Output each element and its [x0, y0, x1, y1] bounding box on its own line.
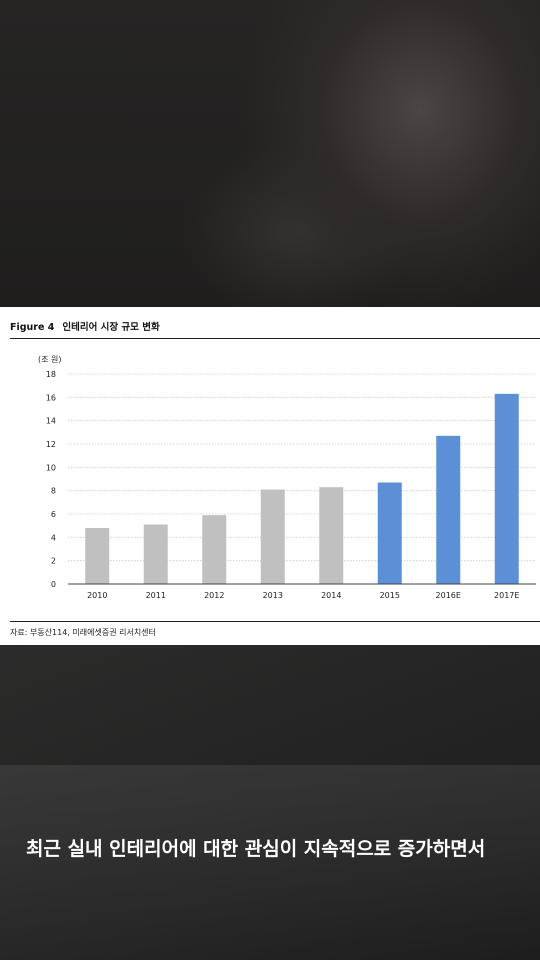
- x-tick-label: 2014: [321, 591, 341, 600]
- bar-2011: [143, 524, 168, 584]
- bar-2017E: [494, 393, 519, 584]
- y-axis-ticks: 0 2 4 6 8 10 12 14 16 18: [46, 370, 56, 589]
- y-axis-label: (조 원): [38, 355, 62, 364]
- chart-panel: Figure 4 인테리어 시장 규모 변화 (조 원) 0 2 4 6 8 10 12 14 1…: [0, 307, 540, 645]
- x-tick-label: 2010: [87, 591, 107, 600]
- bar-2013: [260, 489, 285, 584]
- source-note: 자료: 부동산114, 미래에셋증권 리서치센터: [10, 628, 156, 637]
- y-tick-label: 8: [51, 487, 56, 496]
- figure-title-text: 인테리어 시장 규모 변화: [62, 322, 160, 333]
- gridlines: [68, 373, 536, 562]
- bars: [85, 393, 519, 584]
- bar-2010: [85, 528, 110, 584]
- x-tick-label: 2017E: [494, 591, 519, 600]
- bar-2015: [377, 482, 402, 584]
- x-tick-label: 2015: [380, 591, 400, 600]
- figure-label: Figure 4: [10, 322, 55, 333]
- x-tick-label: 2011: [146, 591, 166, 600]
- y-tick-label: 6: [51, 510, 56, 519]
- background-photo-top: [0, 0, 540, 307]
- bar-2016E: [436, 435, 461, 584]
- bar-2012: [202, 515, 227, 584]
- bar-2014: [319, 487, 344, 584]
- background-photo-bottom: [0, 645, 540, 960]
- y-tick-label: 2: [51, 557, 56, 566]
- y-tick-label: 4: [51, 533, 56, 542]
- y-tick-label: 10: [46, 463, 56, 472]
- y-tick-label: 0: [51, 580, 56, 589]
- x-axis-ticks: 2010 2011 2012 2013 2014 2015 2016E 2017E: [87, 591, 519, 600]
- x-tick-label: 2012: [204, 591, 224, 600]
- y-tick-label: 16: [46, 393, 56, 402]
- y-tick-label: 18: [46, 370, 56, 379]
- x-tick-label: 2013: [263, 591, 283, 600]
- caption-text: 최근 실내 인테리어에 대한 관심이 지속적으로 증가하면서: [26, 838, 486, 860]
- source-rule: [10, 621, 540, 622]
- title-rule: [10, 338, 540, 339]
- y-tick-label: 14: [46, 417, 56, 426]
- y-tick-label: 12: [46, 440, 56, 449]
- background-paper: [0, 765, 540, 960]
- figure-title: Figure 4 인테리어 시장 규모 변화: [10, 319, 160, 333]
- x-tick-label: 2016E: [436, 591, 461, 600]
